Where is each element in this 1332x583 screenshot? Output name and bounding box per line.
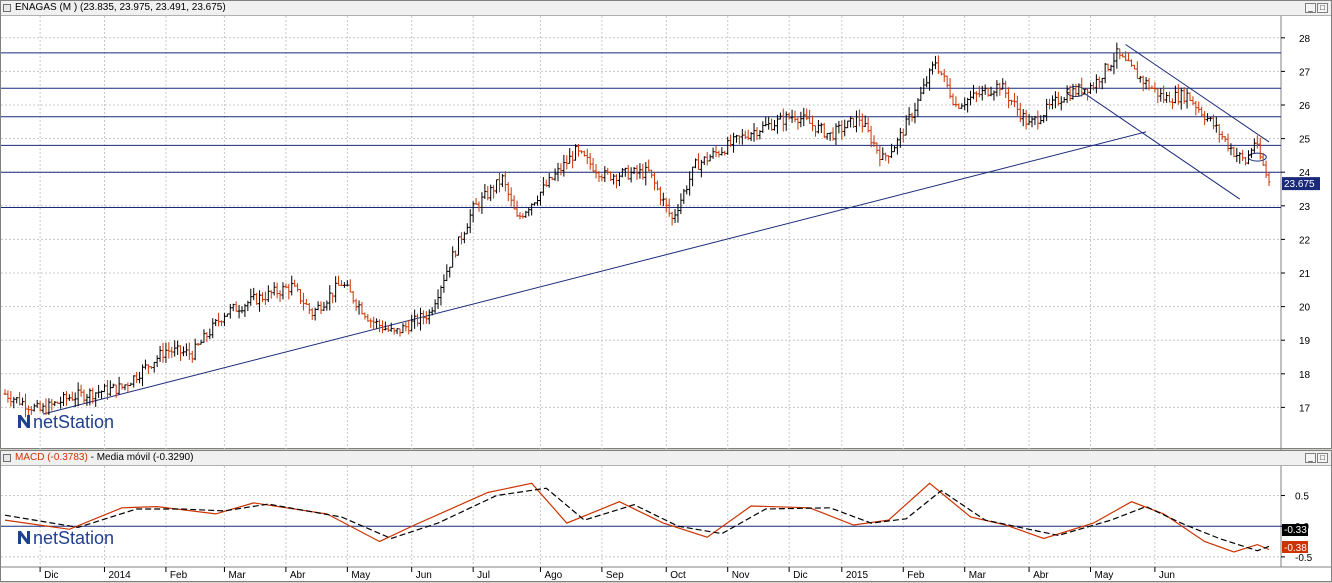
macd-title-separator: - (90, 452, 97, 463)
netstation-logo-icon (18, 415, 30, 428)
x-axis: Dic 2014 Feb Mar Abr May Jun Jul Ago Sep Oct Nov Dic… (39, 567, 1175, 581)
signal-value-label: -0.33 (1284, 525, 1307, 536)
y-tick-label: 23 (1299, 202, 1311, 213)
y-tick-label: 24 (1299, 168, 1311, 179)
price-gridlines (1, 16, 1281, 450)
netstation-logo: netStation (18, 412, 114, 432)
macd-title: MACD (-0.3783) (15, 452, 88, 463)
y-tick-label: 22 (1299, 235, 1311, 246)
last-price-badge (1282, 177, 1320, 191)
macd-lines (4, 482, 1270, 553)
last-price-marker: 23.675 (1282, 177, 1320, 191)
horizontal-support-lines (1, 52, 1281, 208)
price-chart: 17 18 19 20 21 22 23 24 25 26 27 28 23.675 netStati… (1, 16, 1320, 450)
downtrend-channel-upper (1125, 44, 1270, 143)
x-tick-label: Mar (969, 570, 987, 581)
x-tick-label: Dic (44, 570, 58, 581)
panel-menu-icon[interactable] (3, 4, 11, 12)
x-tick-label: Jun (416, 570, 432, 581)
x-tick-label: Ago (544, 570, 562, 581)
macd-panel-titlebar: MACD (-0.3783) - Media móvil (-0.3290) _… (1, 451, 1331, 466)
y-tick-label: 26 (1299, 101, 1311, 112)
netstation-logo-icon (18, 531, 30, 544)
x-tick-label: Oct (670, 570, 686, 581)
x-tick-label: Nov (732, 570, 750, 581)
maximize-button[interactable]: □ (1317, 3, 1328, 13)
x-tick-label: Sep (606, 570, 624, 581)
y-tick-label: 19 (1299, 336, 1311, 347)
trend-lines (42, 44, 1270, 415)
last-price-label: 23.675 (1284, 179, 1315, 190)
signal-value-badge (1282, 524, 1308, 536)
macd-value-badge (1282, 541, 1308, 553)
minimize-button[interactable]: _ (1305, 3, 1316, 13)
y-tick-label: -0.5 (1295, 553, 1313, 564)
macd-chart: -0.50.00.5 Dic2014FebMarAbrMayJunJulAgoS… (1, 466, 1332, 581)
x-tick-label: Dic (793, 570, 807, 581)
x-tick-label: Abr (290, 570, 306, 581)
y-tick-label: 25 (1299, 135, 1311, 146)
price-panel-title: ENAGAS (M ) (23.835, 23.975, 23.491, 23.… (15, 2, 226, 13)
ohlc-bars (3, 42, 1271, 418)
signal-line (4, 487, 1270, 552)
maximize-button[interactable]: □ (1317, 453, 1328, 463)
x-tick-label: Abr (1033, 570, 1049, 581)
netstation-brand: netStation (33, 528, 114, 548)
long-term-uptrend-line (42, 131, 1147, 415)
netstation-logo: netStation (18, 528, 114, 548)
x-tick-label: May (1095, 570, 1114, 581)
price-panel-titlebar: ENAGAS (M ) (23.835, 23.975, 23.491, 23.… (1, 1, 1331, 16)
x-tick-label: Feb (170, 570, 188, 581)
panel-menu-icon[interactable] (3, 454, 11, 462)
macd-value-markers: -0.33 -0.38 (1282, 524, 1308, 554)
x-tick-label: Jun (1159, 570, 1175, 581)
y-tick-label: 21 (1299, 269, 1311, 280)
x-tick-label: 2015 (846, 570, 869, 581)
netstation-brand: netStation (33, 412, 114, 432)
x-tick-label: 2014 (108, 570, 131, 581)
y-tick-label: 27 (1299, 67, 1311, 78)
x-tick-label: May (351, 570, 370, 581)
macd-panel: MACD (-0.3783) - Media móvil (-0.3290) _… (0, 450, 1332, 582)
macd-value-label: -0.38 (1284, 543, 1307, 554)
y-tick-label: 28 (1299, 34, 1311, 45)
downtrend-channel-lower (1081, 91, 1241, 200)
x-tick-label: Mar (228, 570, 246, 581)
price-y-axis: 17 18 19 20 21 22 23 24 25 26 27 28 (1281, 34, 1311, 414)
moving-average-title: Media móvil (-0.3290) (96, 452, 194, 463)
y-tick-label: 20 (1299, 303, 1311, 314)
x-tick-label: Feb (907, 570, 925, 581)
minimize-button[interactable]: _ (1305, 453, 1316, 463)
macd-gridlines (1, 466, 1281, 567)
x-tick-label: Jul (477, 570, 490, 581)
macd-line (4, 482, 1270, 553)
y-tick-label: 17 (1299, 403, 1311, 414)
price-panel: ENAGAS (M ) (23.835, 23.975, 23.491, 23.… (0, 0, 1332, 450)
y-tick-label: 0.5 (1295, 492, 1309, 503)
y-tick-label: 18 (1299, 370, 1311, 381)
